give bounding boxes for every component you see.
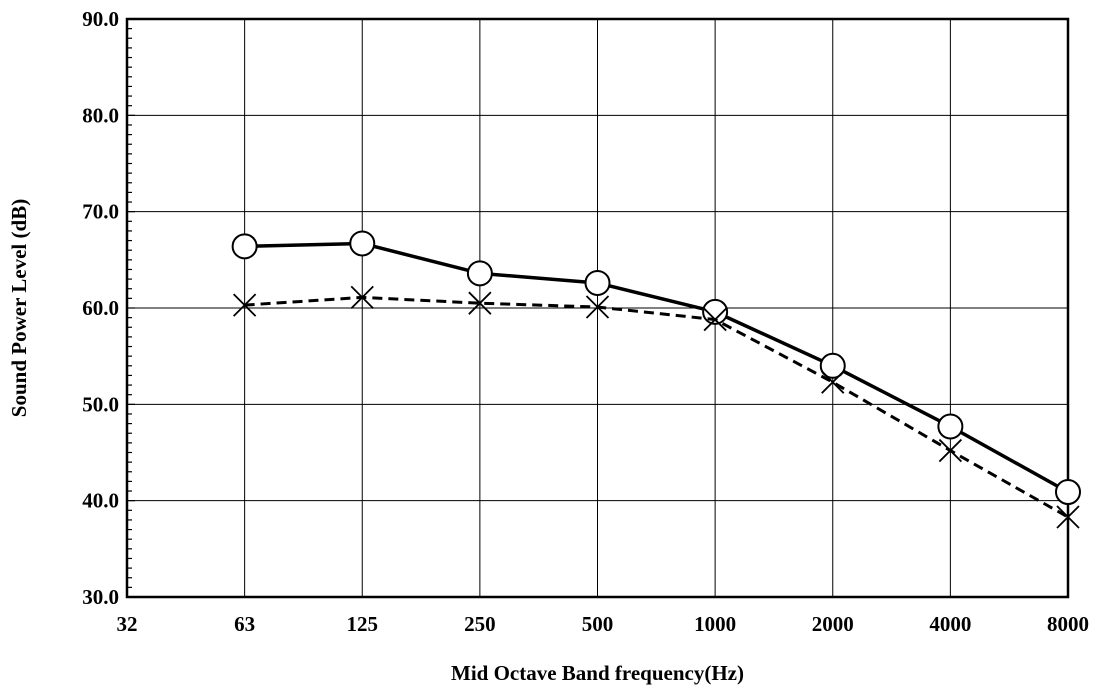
y-tick-label: 80.0 xyxy=(82,103,119,127)
x-marker-stroke xyxy=(468,291,492,315)
y-tick-label: 60.0 xyxy=(82,296,119,320)
x-tick-label: 63 xyxy=(234,612,255,636)
series-2-point xyxy=(938,438,963,463)
x-tick-label: 250 xyxy=(464,612,496,636)
series-2-point xyxy=(1056,505,1080,529)
x-tick-label: 4000 xyxy=(929,612,971,636)
series-2-point xyxy=(703,307,727,332)
y-axis-tick-labels: 30.0 40.0 50.0 60.0 70.0 80.0 90.0 xyxy=(82,7,119,609)
y-axis-minor-ticks xyxy=(127,28,135,588)
series-1-point xyxy=(231,233,258,260)
y-tick-label: 30.0 xyxy=(82,585,119,609)
x-axis-tick-labels: 32 63 125 250 500 1000 2000 4000 8000 xyxy=(117,612,1090,636)
series-2-point xyxy=(585,295,610,319)
x-axis-title: Mid Octave Band frequency(Hz) xyxy=(451,661,744,685)
series-2-line xyxy=(244,295,1069,519)
x-marker-stroke xyxy=(821,370,845,394)
series-1-point xyxy=(1055,478,1081,505)
y-tick-label: 50.0 xyxy=(82,392,119,416)
x-tick-label: 125 xyxy=(347,612,379,636)
x-tick-label: 500 xyxy=(582,612,614,636)
series-1-point xyxy=(819,352,846,379)
series-2-point xyxy=(468,291,492,315)
x-tick-label: 1000 xyxy=(694,612,736,636)
series-1-point xyxy=(349,230,376,257)
series-layer xyxy=(231,230,1081,529)
x-marker-stroke xyxy=(703,307,727,332)
series-1-point xyxy=(937,413,964,440)
x-tick-label: 32 xyxy=(117,612,138,636)
x-tick-label: 2000 xyxy=(812,612,854,636)
y-tick-label: 40.0 xyxy=(82,489,119,513)
series-2-point xyxy=(821,370,845,394)
series-1-line xyxy=(244,241,1069,494)
x-tick-label: 8000 xyxy=(1047,612,1089,636)
x-marker-stroke xyxy=(585,295,610,319)
x-marker-stroke xyxy=(232,293,257,317)
series-2-point xyxy=(232,293,257,317)
series-1-point xyxy=(466,260,493,287)
y-tick-label: 70.0 xyxy=(82,200,119,224)
x-marker-stroke xyxy=(938,438,963,463)
x-marker-stroke xyxy=(1056,505,1080,529)
series-1-point xyxy=(584,269,611,296)
x-marker-stroke xyxy=(350,285,374,310)
y-axis-title: Sound Power Level (dB) xyxy=(7,199,31,417)
series-2-point xyxy=(350,285,374,310)
y-tick-label: 90.0 xyxy=(82,7,119,31)
